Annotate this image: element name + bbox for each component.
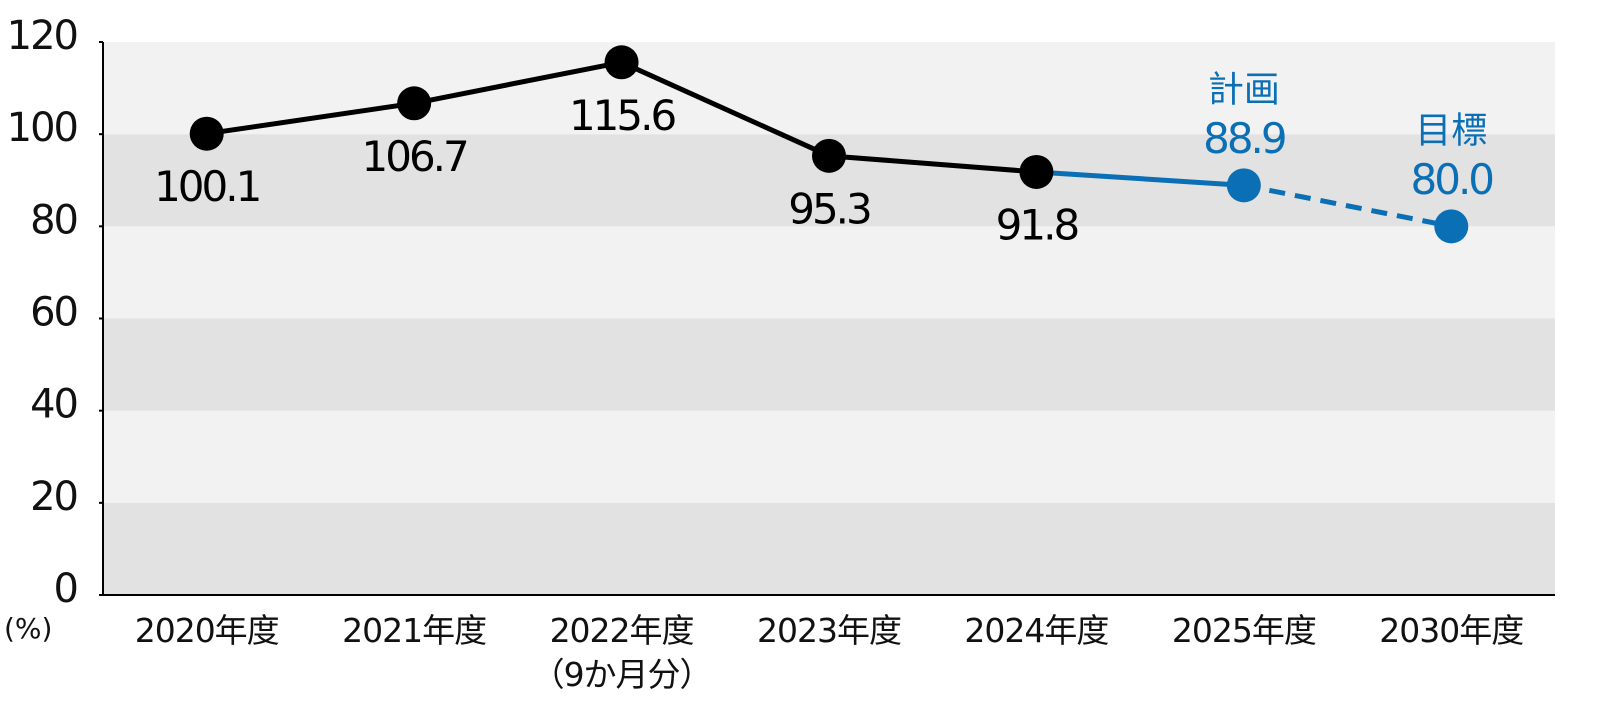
- point: [189, 116, 224, 151]
- point: [1226, 168, 1261, 203]
- x-tick-label: 2024年度: [964, 611, 1109, 650]
- line-segment: [413, 59, 623, 106]
- x-tick-label: 2030年度: [1379, 611, 1524, 650]
- y-tick-label: 100: [7, 105, 77, 151]
- y-axis-label: (%): [4, 612, 53, 645]
- line-segment: [620, 59, 831, 159]
- y-tick-label: 60: [30, 290, 77, 336]
- point: [1019, 154, 1054, 189]
- x-tick-label: 2022年度 （9か月分）: [531, 611, 713, 694]
- x-tick-label: 2021年度: [342, 611, 487, 650]
- annotation: 計画: [1208, 69, 1280, 110]
- x-tick-label: 2020年度: [134, 611, 280, 650]
- line-segment: [1243, 182, 1452, 229]
- point: [1434, 209, 1469, 244]
- y-tick-label: 80: [30, 197, 77, 243]
- point: [604, 45, 639, 80]
- grid-band: [103, 410, 1555, 503]
- value-label: 88.9: [1203, 114, 1285, 163]
- y-tick-label: 120: [7, 13, 77, 59]
- y-tick-label: 0: [54, 566, 77, 612]
- point: [397, 86, 432, 121]
- grid-band: [103, 42, 1555, 135]
- value-label: 91.8: [996, 200, 1078, 249]
- point: [812, 138, 846, 173]
- value-label: 106.7: [362, 132, 468, 181]
- grid-band: [103, 318, 1555, 411]
- line-segment: [828, 153, 1037, 175]
- y-tick-label: 40: [30, 382, 77, 428]
- grid-band: [103, 502, 1555, 595]
- value-label: 95.3: [788, 184, 870, 233]
- x-tick-label: 2025年度: [1171, 611, 1317, 650]
- annotation: 目標: [1415, 110, 1487, 151]
- line-segment: [206, 100, 415, 137]
- line-segment: [1036, 169, 1245, 188]
- x-tick-label: 2023年度: [757, 611, 902, 650]
- value-label: 80.0: [1411, 155, 1493, 204]
- y-tick-label: 20: [30, 474, 77, 520]
- value-label: 100.1: [154, 162, 259, 211]
- grid-band: [103, 226, 1555, 319]
- value-label: 115.6: [569, 91, 676, 140]
